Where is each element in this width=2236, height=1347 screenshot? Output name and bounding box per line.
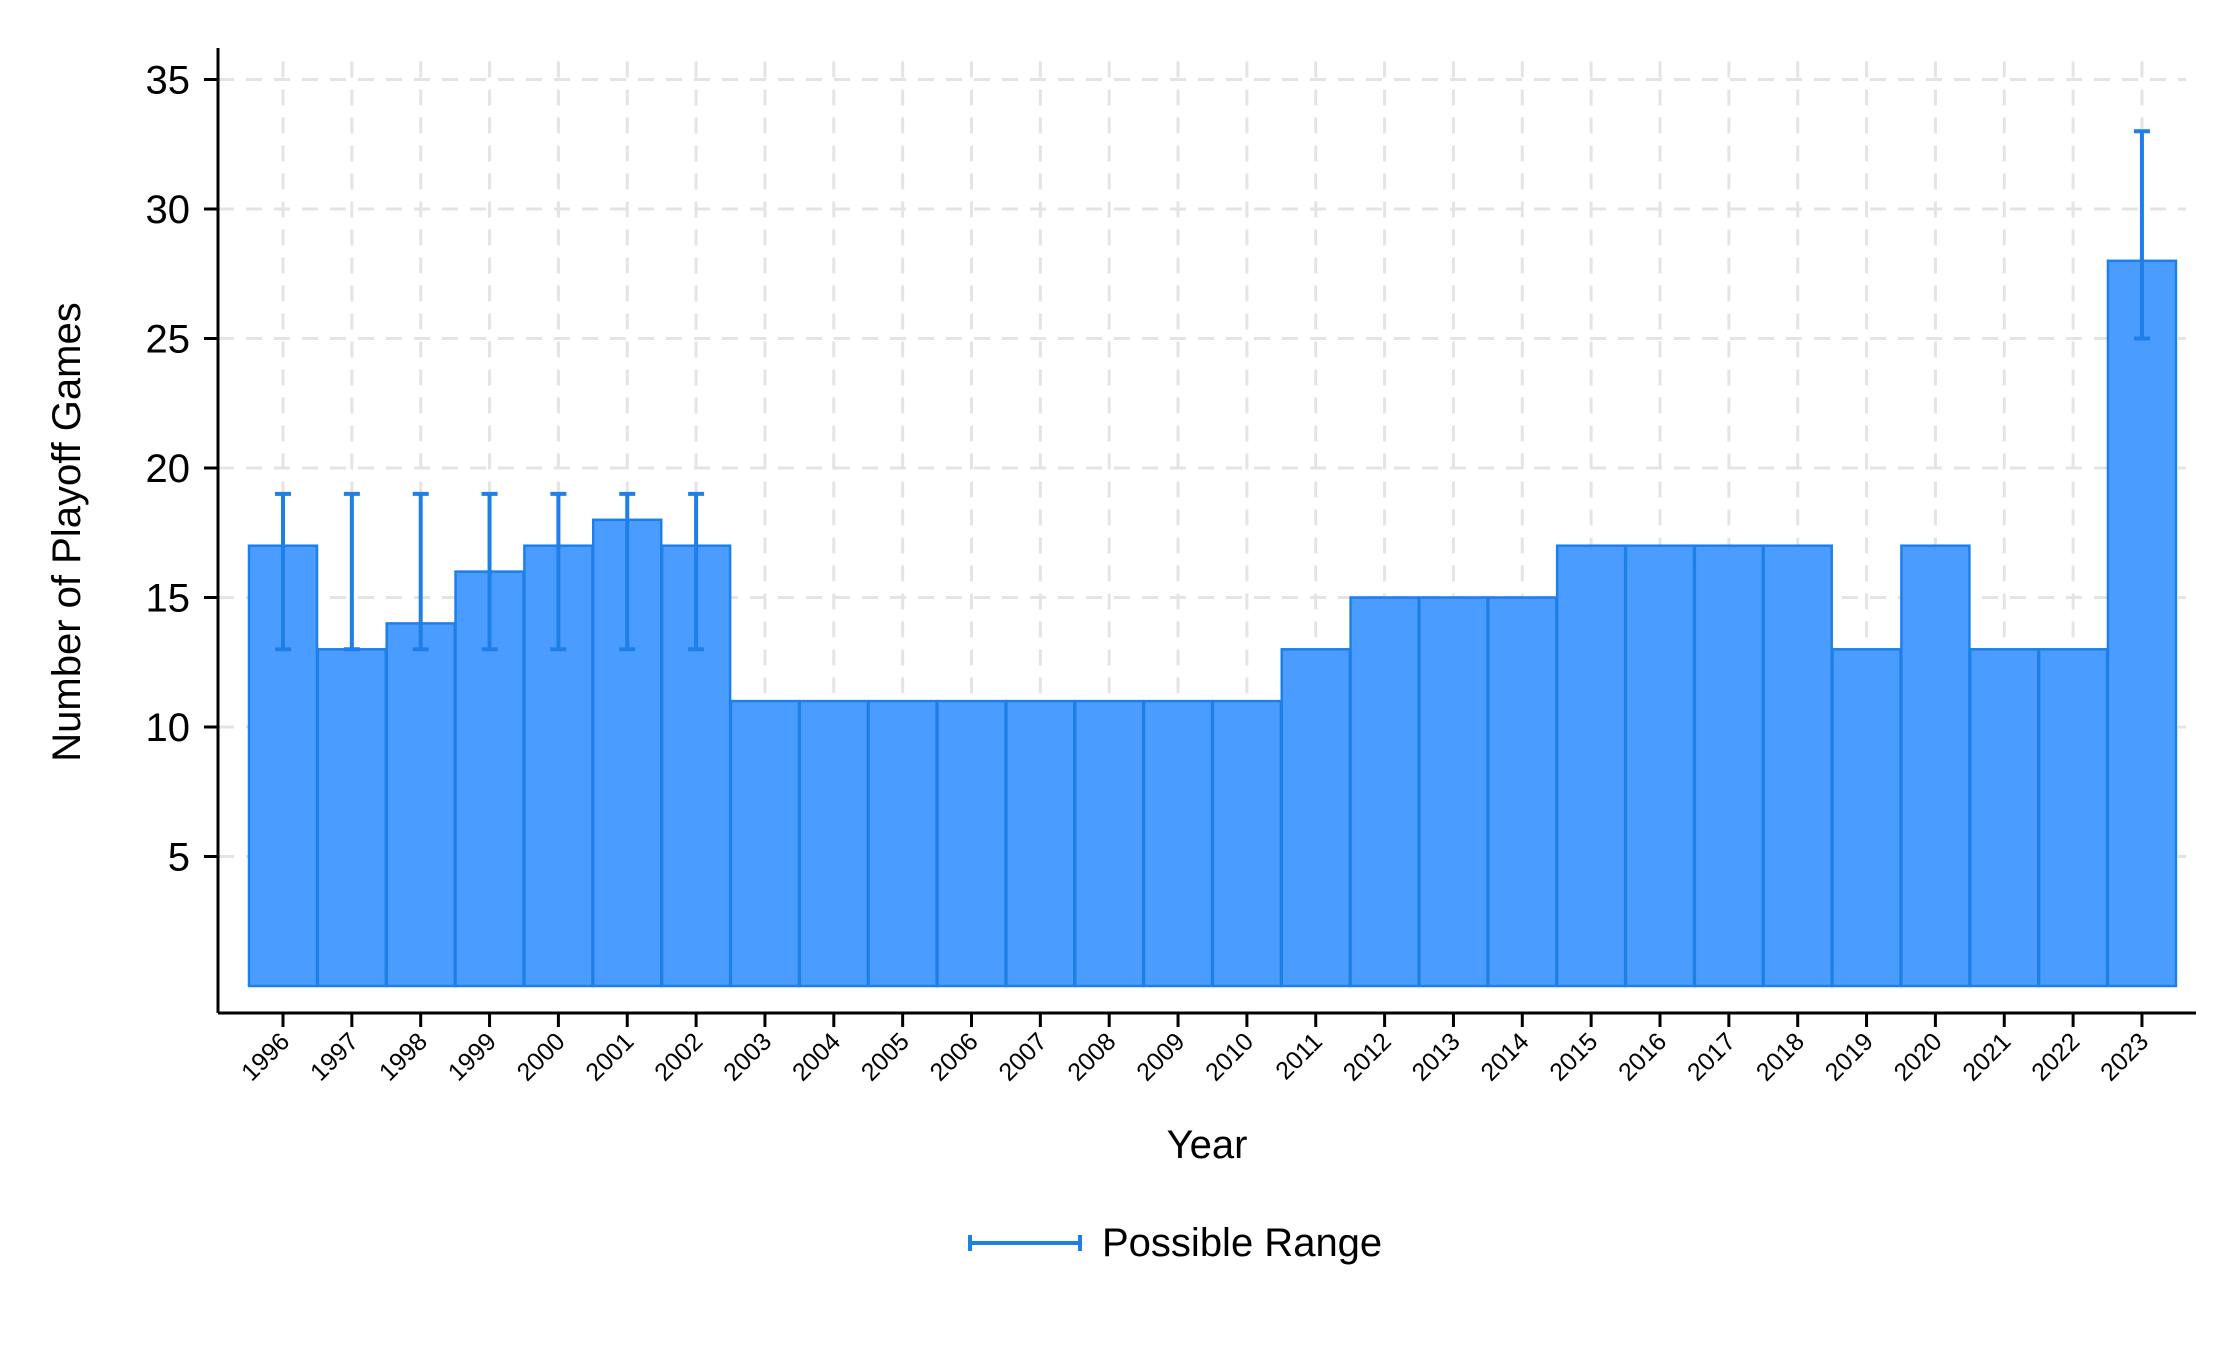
bar-2005 xyxy=(867,699,938,988)
legend: Possible Range xyxy=(968,1221,1382,1265)
bar-2014 xyxy=(1487,596,1558,988)
x-tick-label: 2014 xyxy=(1475,1027,1534,1086)
x-tick-label: 2010 xyxy=(1200,1027,1259,1086)
x-tick-label: 2006 xyxy=(925,1027,984,1086)
y-tick-label: 15 xyxy=(146,577,191,621)
bar-1998 xyxy=(385,622,456,988)
x-tick-label: 2001 xyxy=(580,1027,639,1086)
errorbar-layer xyxy=(275,129,2150,652)
x-tick-label: 2016 xyxy=(1613,1027,1672,1086)
y-axis-label: Number of Playoff Games xyxy=(45,302,89,761)
errorbar-2002 xyxy=(688,491,705,652)
y-tick-label: 20 xyxy=(146,447,191,491)
x-tick-label: 1997 xyxy=(305,1027,364,1086)
bar-2015 xyxy=(1555,544,1627,988)
errorbar-1997 xyxy=(343,491,360,652)
legend-label: Possible Range xyxy=(1102,1221,1382,1265)
y-tick-label: 5 xyxy=(168,836,190,880)
bar-2011 xyxy=(1280,648,1351,988)
x-axis-label: Year xyxy=(1167,1123,1248,1167)
x-tick-label: 1999 xyxy=(443,1027,502,1086)
y-tick-label: 35 xyxy=(146,59,191,103)
x-tick-label: 2000 xyxy=(512,1027,571,1086)
x-tick-label: 2005 xyxy=(856,1027,915,1086)
bar-1999 xyxy=(454,570,525,988)
bar-2012 xyxy=(1349,596,1420,988)
errorbar-2001 xyxy=(619,491,636,652)
bar-layer xyxy=(247,259,2178,988)
bar-2003 xyxy=(729,699,801,988)
x-tick-label: 2008 xyxy=(1062,1027,1121,1086)
bar-2019 xyxy=(1831,648,1902,988)
y-tick-label: 30 xyxy=(146,188,191,232)
errorbar-2023 xyxy=(2133,129,2150,341)
x-tick-label: 2019 xyxy=(1820,1027,1879,1086)
x-tick-label: 2013 xyxy=(1407,1027,1466,1086)
bar-2023 xyxy=(2106,259,2178,988)
errorbar-1998 xyxy=(412,491,429,652)
x-tick-label: 2004 xyxy=(787,1027,846,1086)
errorbar-1996 xyxy=(275,491,291,652)
x-tick-label: 2007 xyxy=(993,1027,1052,1086)
x-tick-label: 1998 xyxy=(374,1027,433,1086)
legend-errorbar-icon xyxy=(968,1235,1082,1251)
bar-2021 xyxy=(1969,648,2040,988)
x-tick-label: 2022 xyxy=(2026,1027,2085,1086)
errorbar-2000 xyxy=(550,491,567,652)
errorbar-1999 xyxy=(481,491,498,652)
bar-2022 xyxy=(2037,648,2109,988)
bar-2016 xyxy=(1624,544,1696,988)
x-tick-label: 2002 xyxy=(649,1027,708,1086)
bar-2017 xyxy=(1693,544,1765,988)
x-tick-label: 1996 xyxy=(236,1027,295,1086)
x-tick-label: 2021 xyxy=(1957,1027,2016,1086)
x-tick-label: 2012 xyxy=(1338,1027,1397,1086)
x-tick-label: 2017 xyxy=(1682,1027,1741,1086)
x-tick-label: 2009 xyxy=(1131,1027,1190,1086)
bar-2009 xyxy=(1142,699,1214,988)
bar-2018 xyxy=(1762,544,1833,988)
x-tick-label: 2015 xyxy=(1544,1027,1603,1086)
x-tick-label: 2011 xyxy=(1270,1027,1328,1085)
bar-2006 xyxy=(936,699,1007,988)
bar-1997 xyxy=(316,648,388,988)
bar-2004 xyxy=(798,699,870,988)
x-tick-label: 2020 xyxy=(1889,1027,1948,1086)
x-tick-label: 2003 xyxy=(718,1027,777,1086)
x-tick-label: 2018 xyxy=(1751,1027,1810,1086)
y-tick-label: 25 xyxy=(146,318,191,362)
bar-2013 xyxy=(1418,596,1489,988)
bar-2008 xyxy=(1073,699,1145,988)
bar-2020 xyxy=(1900,544,1971,988)
y-tick-label: 10 xyxy=(146,706,191,750)
bar-2007 xyxy=(1005,699,1076,988)
x-tick-label: 2023 xyxy=(2095,1027,2154,1086)
bar-2010 xyxy=(1211,699,1283,988)
